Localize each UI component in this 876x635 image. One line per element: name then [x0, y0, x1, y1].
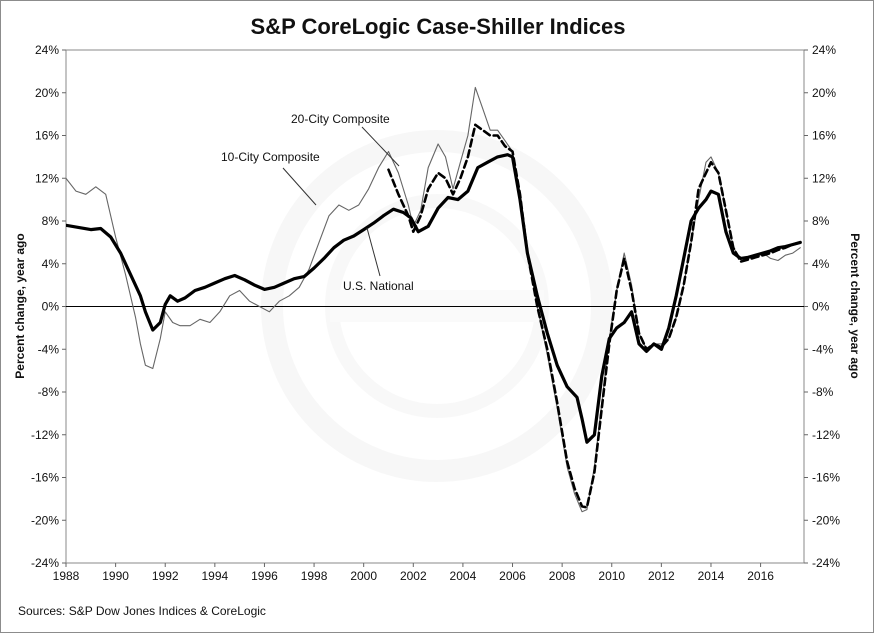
y-tick-right-label: 8%: [812, 214, 830, 228]
y-tick-right-label: -24%: [812, 556, 840, 570]
y-tick-right-label: 0%: [812, 300, 830, 314]
y-tick-left-label: -12%: [31, 428, 59, 442]
y-tick-right-label: -4%: [812, 342, 834, 356]
x-tick-label: 2004: [450, 569, 477, 583]
x-tick-label: 2002: [400, 569, 427, 583]
x-tick-label: 2014: [698, 569, 725, 583]
x-tick-label: 2010: [598, 569, 625, 583]
y-tick-left-label: 24%: [35, 43, 59, 57]
x-tick-label: 1998: [301, 569, 328, 583]
x-tick-label: 1994: [201, 569, 228, 583]
y-axis-right: 24% 20% 16% 12% 8% 4% 0% -4% -8% -12% -16% -20% -24%: [804, 43, 840, 570]
series-line-20-city-composite: [387, 123, 802, 509]
annotation-10-city: 10-City Composite: [221, 150, 320, 164]
annotation-20-city: 20-City Composite: [291, 112, 390, 126]
y-tick-left-label: -16%: [31, 471, 59, 485]
y-tick-left-label: 8%: [42, 214, 60, 228]
y-axis-right-title: Percent change, year ago: [848, 233, 862, 378]
x-tick-label: 1992: [152, 569, 179, 583]
y-tick-left-label: -8%: [38, 385, 60, 399]
x-tick-label: 2012: [648, 569, 675, 583]
source-note: Sources: S&P Dow Jones Indices & CoreLog…: [18, 604, 266, 618]
y-tick-right-label: 16%: [812, 129, 836, 143]
y-tick-left-label: 4%: [42, 257, 60, 271]
x-tick-label: 2000: [350, 569, 377, 583]
y-tick-left-label: -24%: [31, 556, 59, 570]
y-tick-right-label: -20%: [812, 513, 840, 527]
y-tick-right-label: -12%: [812, 428, 840, 442]
y-tick-right-label: 4%: [812, 257, 830, 271]
y-tick-left-label: 20%: [35, 86, 59, 100]
x-tick-label: 2016: [747, 569, 774, 583]
series-layer: [66, 86, 802, 513]
x-tick-label: 2008: [549, 569, 576, 583]
y-tick-right-label: 20%: [812, 86, 836, 100]
y-axis-left: 24% 20% 16% 12% 8% 4% 0% -4% -8% -12% -16% -20% -24%: [31, 43, 66, 570]
x-tick-label: 2006: [499, 569, 526, 583]
x-tick-label: 1988: [53, 569, 80, 583]
annotation-us-national: U.S. National: [343, 279, 414, 293]
y-tick-left-label: 0%: [42, 300, 60, 314]
x-axis: 1988 1990 1992 1994 1996 1998 2000 2002 2004 2006…: [53, 563, 774, 583]
y-tick-right-label: -8%: [812, 385, 834, 399]
y-tick-left-label: 16%: [35, 129, 59, 143]
y-tick-right-label: 24%: [812, 43, 836, 57]
annotation-leaders: [282, 126, 400, 277]
y-tick-left-label: -20%: [31, 513, 59, 527]
y-tick-left-label: 12%: [35, 171, 59, 185]
x-tick-label: 1990: [102, 569, 129, 583]
x-tick-label: 1996: [251, 569, 278, 583]
y-tick-right-label: -16%: [812, 471, 840, 485]
y-tick-right-label: 12%: [812, 171, 836, 185]
chart-title: S&P CoreLogic Case-Shiller Indices: [250, 14, 626, 39]
y-tick-left-label: -4%: [38, 342, 60, 356]
y-axis-left-title: Percent change, year ago: [13, 233, 27, 378]
